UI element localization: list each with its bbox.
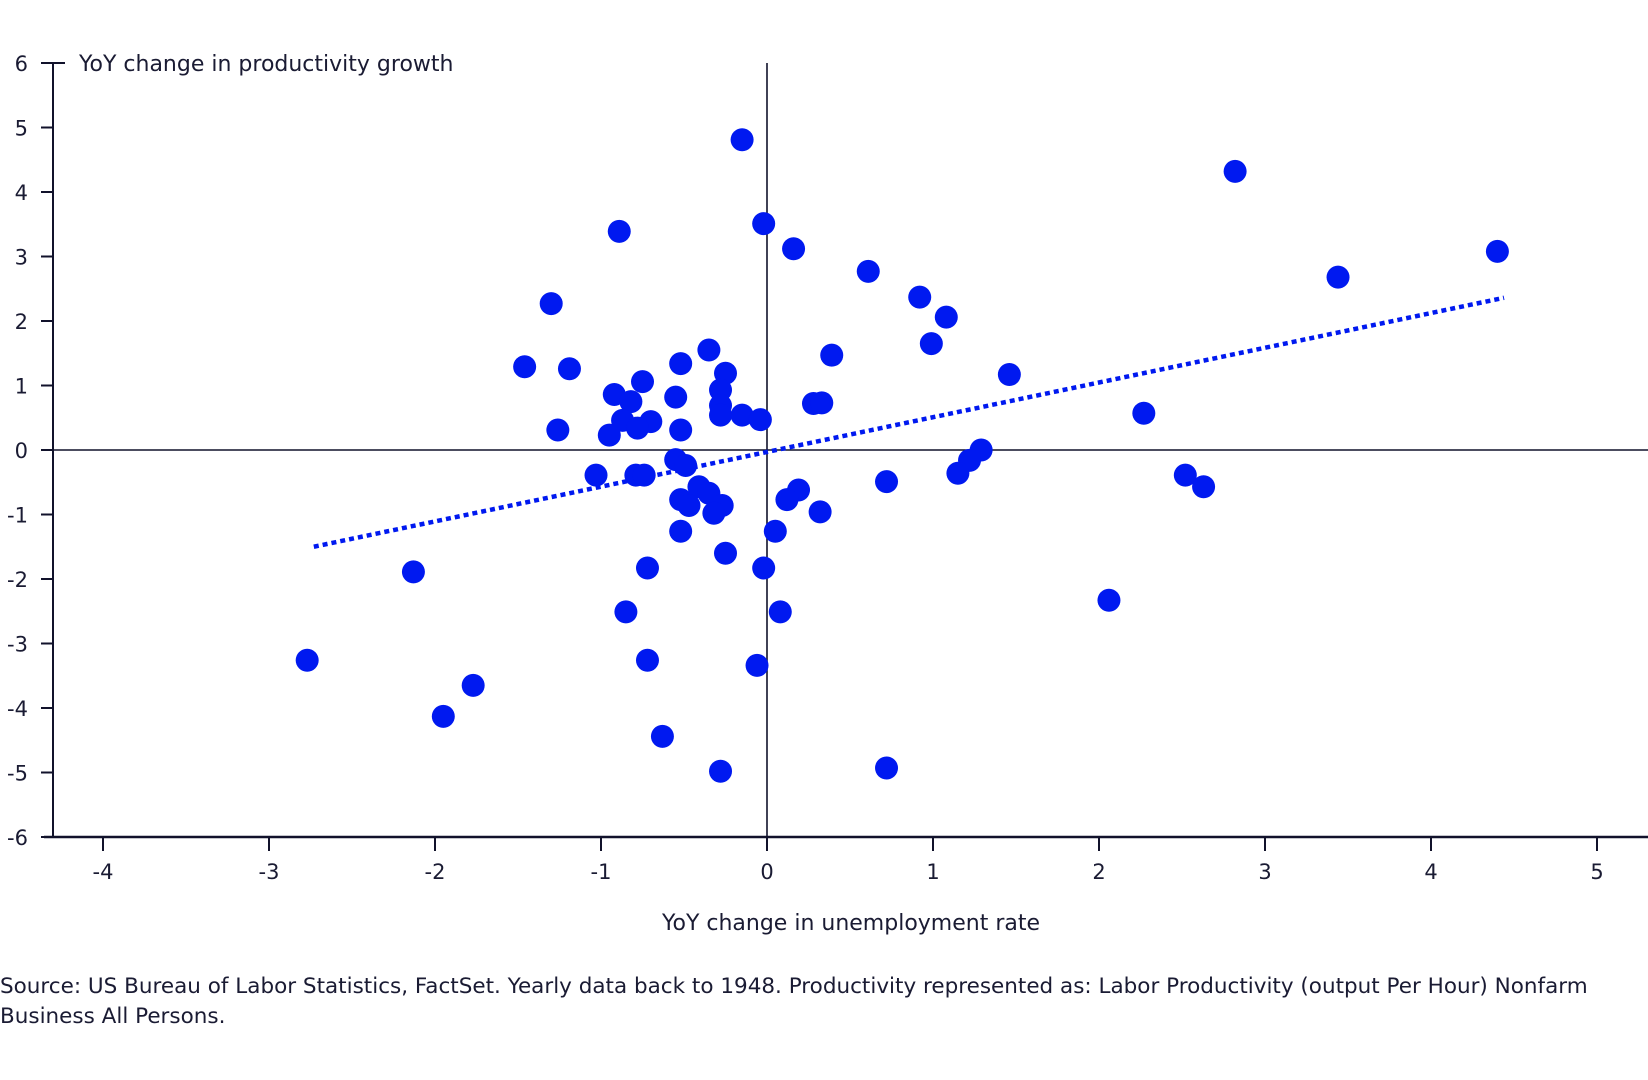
data-point [810, 391, 834, 415]
data-point [946, 461, 970, 485]
data-point [557, 357, 581, 381]
data-point [820, 343, 844, 367]
data-point [934, 305, 958, 329]
data-point [709, 403, 733, 427]
y-tick-label: 4 [15, 181, 28, 205]
data-point [775, 488, 799, 512]
data-point [677, 493, 701, 517]
data-point [461, 673, 485, 697]
x-tick-label: -2 [425, 860, 446, 884]
data-point [584, 463, 608, 487]
points-group [295, 128, 1509, 783]
data-point [748, 408, 772, 432]
y-tick-label: 1 [15, 375, 28, 399]
data-point [768, 600, 792, 624]
data-point [546, 418, 570, 442]
x-tick-label: -3 [259, 860, 280, 884]
x-axis-title: YoY change in unemployment rate [661, 911, 1040, 936]
data-point [697, 338, 721, 362]
data-point [730, 403, 754, 427]
data-point [875, 756, 899, 780]
y-tick-label: 5 [15, 117, 28, 141]
data-point [782, 237, 806, 261]
x-tick-label: 2 [1092, 860, 1105, 884]
data-point [635, 648, 659, 672]
y-tick-label: -6 [7, 826, 28, 850]
data-point [401, 560, 425, 584]
source-note: Source: US Bureau of Labor Statistics, F… [0, 974, 1588, 1029]
data-point [431, 704, 455, 728]
y-tick-label: -1 [7, 504, 28, 528]
data-point [1326, 265, 1350, 289]
data-point [808, 500, 832, 524]
data-point [752, 556, 776, 580]
data-point [730, 128, 754, 152]
axes [44, 63, 1648, 839]
x-tick-label: -4 [93, 860, 114, 884]
data-point [669, 418, 693, 442]
x-tick-label: 4 [1424, 860, 1437, 884]
x-tick-label: 5 [1590, 860, 1603, 884]
data-point [752, 212, 776, 236]
trendline [313, 295, 1505, 549]
y-tick-label: 2 [15, 310, 28, 334]
ticks: 6 5 4 3 2 1 0 -1 -2 -3 -4 -5 -6 -4 -3 -2 -1 0 1 2 3 4 5 [7, 52, 1604, 884]
data-point [1132, 401, 1156, 425]
data-point [295, 648, 319, 672]
data-point [619, 390, 643, 414]
data-point [664, 385, 688, 409]
x-tick-label: 1 [926, 860, 939, 884]
x-tick-label: 3 [1258, 860, 1271, 884]
data-point [614, 600, 638, 624]
scatter-chart: 6 5 4 3 2 1 0 -1 -2 -3 -4 -5 -6 -4 -3 -2 -1 0 1 2 3 4 5 YoY ch… [7, 52, 1648, 936]
y-tick-label: -4 [7, 697, 28, 721]
data-point [1223, 159, 1247, 183]
data-point [650, 724, 674, 748]
y-tick-label: -5 [7, 762, 28, 786]
data-point [702, 501, 726, 525]
data-point [714, 541, 737, 565]
y-tick-label: 6 [15, 52, 28, 76]
data-point [631, 370, 654, 394]
data-point [745, 653, 769, 677]
y-tick-label: 3 [15, 246, 28, 270]
data-point [632, 463, 656, 487]
data-point [674, 453, 698, 477]
data-point [1097, 588, 1121, 612]
data-point [709, 759, 733, 783]
y-axis-title: YoY change in productivity growth [78, 52, 453, 77]
data-point [908, 285, 932, 309]
data-point [856, 259, 880, 283]
data-point [597, 423, 621, 447]
y-tick-label: -2 [7, 568, 28, 592]
data-point [539, 292, 563, 316]
data-point [1173, 463, 1197, 487]
data-point [513, 355, 537, 379]
data-point [997, 363, 1021, 387]
trendline-group [313, 295, 1505, 549]
y-tick-label: 0 [15, 439, 28, 463]
data-point [635, 556, 659, 580]
x-tick-label: -1 [591, 860, 612, 884]
data-point [1192, 475, 1216, 499]
data-point [1485, 239, 1509, 263]
y-tick-label: -3 [7, 633, 28, 657]
data-point [875, 470, 899, 494]
data-point [919, 332, 943, 356]
x-tick-label: 0 [760, 860, 773, 884]
data-point [763, 519, 787, 543]
data-point [669, 519, 693, 543]
data-point [607, 219, 631, 243]
data-point [626, 416, 650, 440]
data-point [669, 352, 693, 376]
